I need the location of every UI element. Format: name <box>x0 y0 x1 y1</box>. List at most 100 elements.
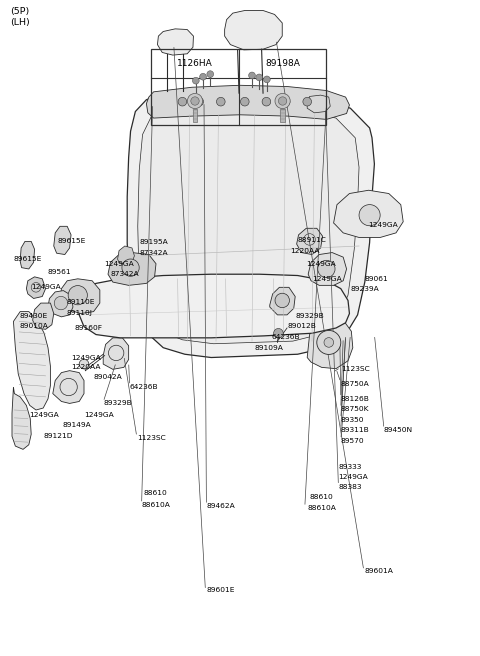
Text: 89311B: 89311B <box>341 427 370 434</box>
Text: 89110E: 89110E <box>66 299 95 306</box>
Text: 89160F: 89160F <box>74 325 102 331</box>
Text: 88126B: 88126B <box>341 396 370 402</box>
Text: 89333: 89333 <box>338 464 362 470</box>
Text: 88610: 88610 <box>310 493 333 500</box>
Text: 89615E: 89615E <box>58 238 86 245</box>
Text: 1249GA: 1249GA <box>369 222 398 228</box>
Text: 1126HA: 1126HA <box>177 59 213 68</box>
Text: (LH): (LH) <box>11 18 30 28</box>
Polygon shape <box>12 387 31 449</box>
Text: 89430E: 89430E <box>19 312 48 319</box>
Circle shape <box>275 93 290 109</box>
Text: (5P): (5P) <box>11 7 30 16</box>
Text: 89601A: 89601A <box>365 567 394 574</box>
Text: 64236B: 64236B <box>271 333 300 340</box>
Circle shape <box>200 73 206 80</box>
Text: 89239A: 89239A <box>350 285 379 292</box>
Text: 1249GA: 1249GA <box>312 276 342 282</box>
Polygon shape <box>225 10 282 50</box>
Circle shape <box>192 77 199 84</box>
Text: 88750A: 88750A <box>341 380 370 387</box>
Circle shape <box>281 97 290 106</box>
Polygon shape <box>270 287 295 315</box>
Text: 89042A: 89042A <box>94 374 122 380</box>
Circle shape <box>68 285 87 305</box>
Text: 89450N: 89450N <box>384 427 413 434</box>
Text: 1249GA: 1249GA <box>84 411 114 418</box>
Polygon shape <box>13 312 50 410</box>
Text: 1249GA: 1249GA <box>29 411 59 418</box>
Circle shape <box>207 71 214 77</box>
Circle shape <box>262 97 271 106</box>
Bar <box>193 109 197 122</box>
Text: 1123SC: 1123SC <box>137 435 166 441</box>
Text: 89615E: 89615E <box>13 256 42 262</box>
Circle shape <box>122 259 139 276</box>
Text: 89110J: 89110J <box>66 310 92 316</box>
Text: 89329B: 89329B <box>103 400 132 407</box>
Text: 89350: 89350 <box>341 417 364 423</box>
Bar <box>280 109 285 122</box>
Text: 1123SC: 1123SC <box>341 365 370 372</box>
Circle shape <box>216 97 225 106</box>
Circle shape <box>318 260 335 277</box>
Polygon shape <box>118 246 134 264</box>
Polygon shape <box>157 29 193 55</box>
Text: 89195A: 89195A <box>139 239 168 245</box>
Polygon shape <box>297 228 323 255</box>
Text: 88610: 88610 <box>144 490 168 497</box>
Circle shape <box>178 97 187 106</box>
Circle shape <box>191 97 199 105</box>
Text: 89121D: 89121D <box>43 433 72 440</box>
Text: 89561: 89561 <box>48 269 72 276</box>
Circle shape <box>275 293 289 308</box>
Circle shape <box>303 97 312 106</box>
Polygon shape <box>138 106 359 344</box>
Text: 88911C: 88911C <box>298 237 326 243</box>
Text: 88610A: 88610A <box>142 502 170 508</box>
Polygon shape <box>103 338 129 369</box>
Polygon shape <box>146 85 349 119</box>
Text: 1220AA: 1220AA <box>290 247 320 254</box>
Text: 64236B: 64236B <box>130 384 158 390</box>
Circle shape <box>249 72 255 79</box>
Polygon shape <box>53 371 84 403</box>
Text: 1249GA: 1249GA <box>31 284 61 291</box>
Circle shape <box>54 297 68 310</box>
Circle shape <box>240 97 249 106</box>
Circle shape <box>324 338 334 347</box>
Polygon shape <box>127 91 374 358</box>
Bar <box>151 49 326 125</box>
Text: 89061: 89061 <box>365 276 388 282</box>
Polygon shape <box>307 318 353 369</box>
Circle shape <box>256 74 263 81</box>
Text: 1220AA: 1220AA <box>71 364 100 371</box>
Circle shape <box>79 359 89 369</box>
Text: 88610A: 88610A <box>307 505 336 512</box>
Circle shape <box>187 93 203 109</box>
Text: 89012B: 89012B <box>288 323 317 329</box>
Text: 88383: 88383 <box>338 483 362 490</box>
Text: 88750K: 88750K <box>341 406 369 413</box>
Circle shape <box>264 76 270 83</box>
Polygon shape <box>79 274 349 338</box>
Circle shape <box>274 329 283 338</box>
Polygon shape <box>26 277 46 298</box>
Polygon shape <box>334 190 403 237</box>
Polygon shape <box>48 291 73 317</box>
Text: 89329B: 89329B <box>295 312 324 319</box>
Text: 1249GA: 1249GA <box>105 260 134 267</box>
Polygon shape <box>307 95 330 113</box>
Text: 1249GA: 1249GA <box>306 260 336 267</box>
Polygon shape <box>60 279 100 314</box>
Polygon shape <box>54 226 71 255</box>
Text: 89149A: 89149A <box>62 422 91 428</box>
Polygon shape <box>33 303 54 329</box>
Circle shape <box>359 205 380 226</box>
Text: 89601E: 89601E <box>206 587 235 594</box>
Text: 89462A: 89462A <box>206 503 235 510</box>
Text: 87342A: 87342A <box>110 271 139 277</box>
Text: 89570: 89570 <box>341 438 364 444</box>
Polygon shape <box>108 253 156 285</box>
Circle shape <box>195 97 204 106</box>
